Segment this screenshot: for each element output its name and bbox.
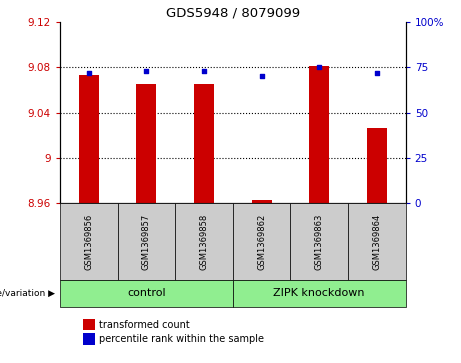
Text: GSM1369862: GSM1369862 <box>257 213 266 269</box>
FancyBboxPatch shape <box>348 203 406 280</box>
Point <box>315 64 323 70</box>
Bar <box>194 84 214 203</box>
Bar <box>79 75 99 203</box>
FancyBboxPatch shape <box>175 203 233 280</box>
Text: percentile rank within the sample: percentile rank within the sample <box>99 334 264 344</box>
FancyBboxPatch shape <box>290 203 348 280</box>
Point <box>85 70 92 76</box>
Point <box>373 70 381 76</box>
Text: GSM1369863: GSM1369863 <box>315 213 324 270</box>
Text: control: control <box>127 288 165 298</box>
Bar <box>367 129 387 203</box>
Text: genotype/variation ▶: genotype/variation ▶ <box>0 289 55 298</box>
Text: GSM1369858: GSM1369858 <box>200 213 208 269</box>
FancyBboxPatch shape <box>60 280 233 307</box>
Text: GSM1369857: GSM1369857 <box>142 213 151 269</box>
Text: ZIPK knockdown: ZIPK knockdown <box>273 288 365 298</box>
FancyBboxPatch shape <box>233 280 406 307</box>
Text: GSM1369856: GSM1369856 <box>84 213 93 269</box>
FancyBboxPatch shape <box>60 203 118 280</box>
Point <box>142 68 150 74</box>
Point <box>258 73 266 79</box>
FancyBboxPatch shape <box>233 203 290 280</box>
Point <box>200 68 207 74</box>
Text: GSM1369864: GSM1369864 <box>372 213 381 269</box>
Text: transformed count: transformed count <box>99 319 190 330</box>
Bar <box>136 84 156 203</box>
Bar <box>252 200 272 203</box>
Bar <box>309 66 329 203</box>
FancyBboxPatch shape <box>118 203 175 280</box>
Title: GDS5948 / 8079099: GDS5948 / 8079099 <box>166 6 300 19</box>
